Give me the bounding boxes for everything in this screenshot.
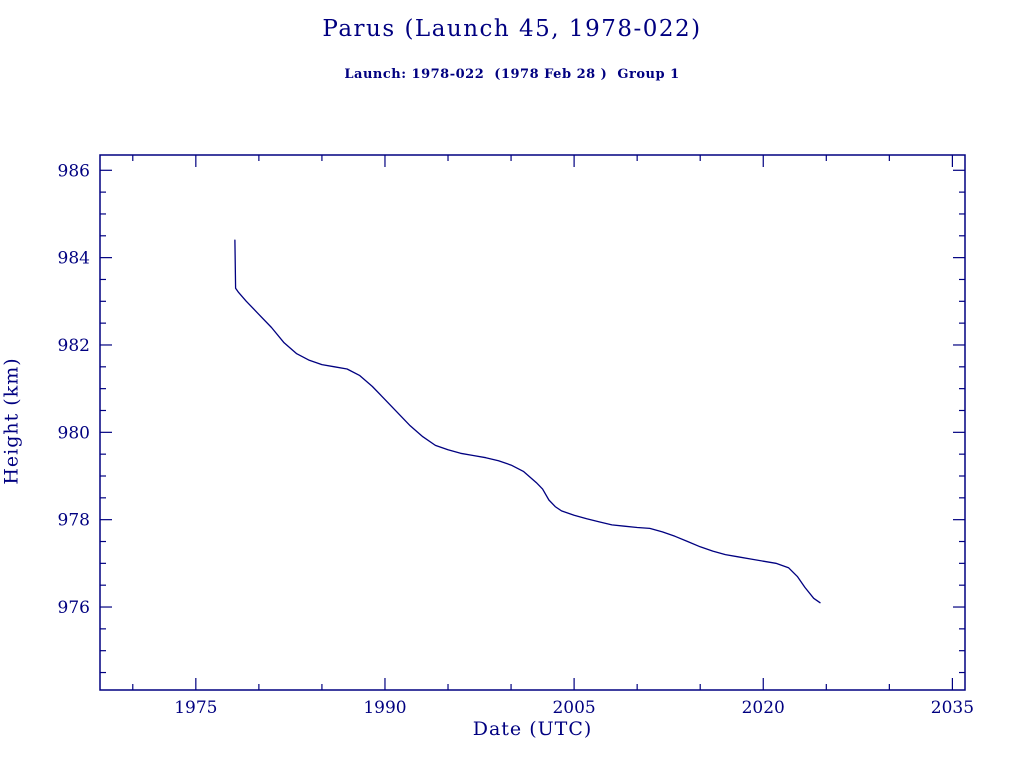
x-axis-label: Date (UTC) — [472, 718, 593, 740]
y-tick-label: 976 — [58, 598, 90, 618]
plot-frame — [99, 154, 966, 691]
chart-title: Parus (Launch 45, 1978-022) — [322, 16, 702, 42]
y-tick-label: 980 — [58, 423, 90, 443]
y-tick-label: 978 — [58, 511, 90, 531]
chart-subtitle: Launch: 1978-022 (1978 Feb 28 ) Group 1 — [344, 67, 680, 82]
x-tick-label: 2020 — [742, 698, 785, 718]
x-tick-label: 1975 — [174, 698, 217, 718]
y-axis-label: Height (km) — [0, 357, 23, 485]
x-tick-label: 2005 — [552, 698, 595, 718]
x-tick-label: 2035 — [931, 698, 974, 718]
height-series-line — [234, 239, 821, 604]
y-tick-label: 986 — [58, 161, 90, 181]
y-tick-label: 982 — [58, 336, 90, 356]
y-tick-label: 984 — [58, 249, 90, 269]
x-tick-label: 1990 — [363, 698, 406, 718]
